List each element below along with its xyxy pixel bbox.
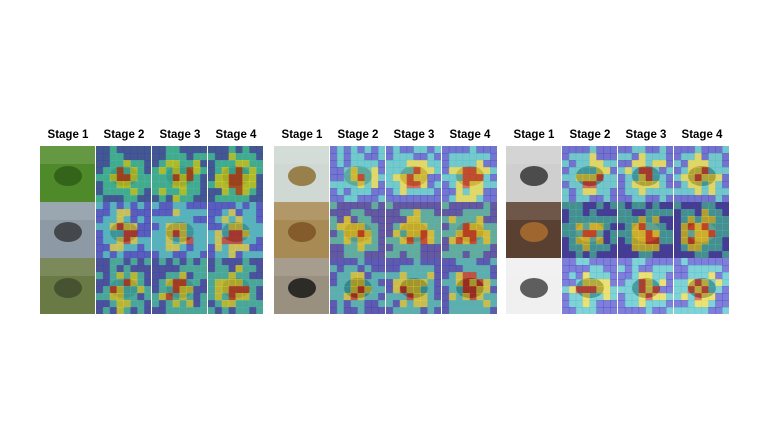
attention-map-stage-2 [96,202,151,258]
stage-header-2: Stage 2 [569,129,611,141]
attention-map-stage-3 [618,146,673,202]
attention-map-stage-3 [152,202,207,258]
figure-panel-3: Stage 1 Stage 2 Stage 3 Stage 4 [506,125,730,315]
attention-map-stage-2 [330,202,385,258]
black-bear-photo [274,258,329,314]
figure-panel-2: Stage 1 Stage 2 Stage 3 Stage 4 [274,125,498,315]
attention-map-stage-2 [562,258,617,314]
attention-map-stage-3 [152,146,207,202]
stage-header-3: Stage 3 [625,129,667,141]
gazelle-grassland-photo [274,202,329,258]
attention-map-stage-3 [618,202,673,258]
attention-map-stage-3 [386,202,441,258]
attention-map-stage-2 [562,146,617,202]
stage-header-3: Stage 3 [393,129,435,141]
attention-map-stage-4 [208,258,263,314]
attention-map-stage-4 [674,146,729,202]
attention-map-stage-3 [386,258,441,314]
attention-map-stage-4 [674,258,729,314]
attention-map-stage-4 [674,202,729,258]
stage-header-3: Stage 3 [159,129,201,141]
stage-header-1: Stage 1 [513,129,555,141]
stage-header-4: Stage 4 [449,129,491,141]
dragonfly-closeup-photo [40,146,95,202]
lighthouse-beach-photo [40,202,95,258]
attention-map-stage-4 [442,146,497,202]
attention-map-stage-2 [96,146,151,202]
attention-map-stage-2 [330,146,385,202]
dragonfly-on-stem-photo [274,146,329,202]
stage-header-4: Stage 4 [681,129,723,141]
grazing-animals-field-photo [40,258,95,314]
stage-header-4: Stage 4 [215,129,257,141]
attention-map-stage-2 [330,258,385,314]
stage-header-1: Stage 1 [281,129,323,141]
attention-map-stage-4 [442,202,497,258]
attention-map-stage-3 [618,258,673,314]
fly-insect-photo [506,146,561,202]
attention-map-stage-2 [562,202,617,258]
stage-header-2: Stage 2 [337,129,379,141]
attention-map-stage-4 [442,258,497,314]
attention-map-stage-4 [208,146,263,202]
attention-map-stage-4 [208,202,263,258]
attention-map-stage-2 [96,258,151,314]
figure-panel-1: Stage 1 Stage 2 Stage 3 Stage 4 [40,125,264,315]
attention-map-stage-3 [386,146,441,202]
stage-header-1: Stage 1 [47,129,89,141]
attention-map-stage-3 [152,258,207,314]
stage-header-2: Stage 2 [103,129,145,141]
beetle-on-rock-photo [506,258,561,314]
lion-portrait-photo [506,202,561,258]
